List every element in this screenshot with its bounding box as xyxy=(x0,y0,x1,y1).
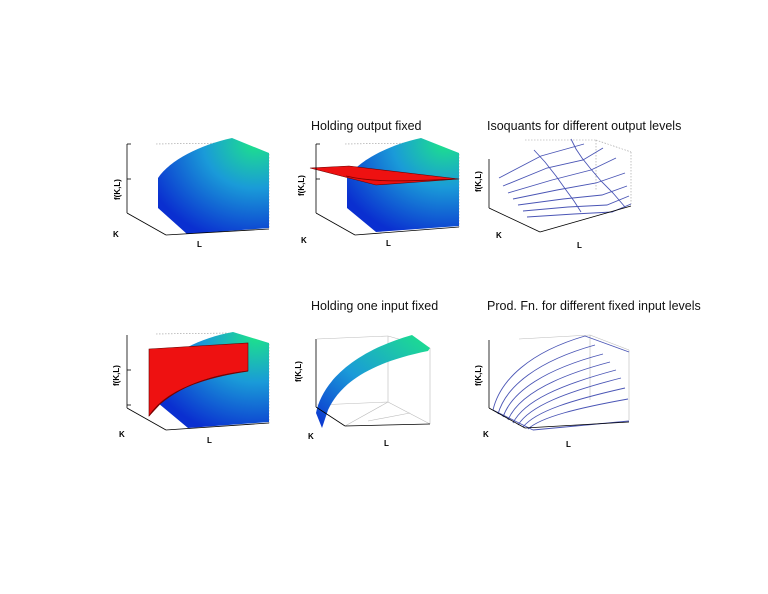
l-axis-label: L xyxy=(384,439,389,448)
l-axis-label: L xyxy=(577,241,582,250)
y-axis-label: f(K,L) xyxy=(297,175,306,196)
production-curves xyxy=(492,335,630,431)
title-isoquants: Isoquants for different output levels xyxy=(487,119,682,133)
title-holding-one-input-fixed: Holding one input fixed xyxy=(311,299,439,313)
y-axis-label: f(K,L) xyxy=(474,171,483,192)
panel-holding-one-input-fixed: f(K,L) K L xyxy=(294,335,431,448)
y-axis-label: f(K,L) xyxy=(113,179,122,200)
title-holding-output-fixed: Holding output fixed xyxy=(311,119,422,133)
y-axis-label: f(K,L) xyxy=(294,361,303,382)
l-axis-label: L xyxy=(207,436,212,445)
y-axis-label: f(K,L) xyxy=(112,365,121,386)
l-axis-label: L xyxy=(386,239,391,248)
k-axis-label: K xyxy=(496,231,502,240)
panel-surface: f(K,L) K L xyxy=(113,138,270,249)
l-axis-label: L xyxy=(197,240,202,249)
panel-holding-output-fixed: f(K,L) K L xyxy=(297,138,460,248)
title-prod-fn-fixed-input: Prod. Fn. for different fixed input leve… xyxy=(487,299,701,313)
k-axis-label: K xyxy=(113,230,119,239)
k-axis-label: K xyxy=(119,430,125,439)
k-axis-label: K xyxy=(301,236,307,245)
isoquant-lines xyxy=(498,138,632,218)
k-axis-label: K xyxy=(308,432,314,441)
k-axis-label: K xyxy=(483,430,489,439)
panel-surface-vertical-plane: f(K,L) K L xyxy=(112,332,270,445)
y-axis-label: f(K,L) xyxy=(474,365,483,386)
panel-isoquants: f(K,L) K L xyxy=(474,138,632,250)
panel-prod-fn-curves: f(K,L) K L xyxy=(474,334,630,449)
l-axis-label: L xyxy=(566,440,571,449)
fixed-input-slice xyxy=(316,335,430,428)
